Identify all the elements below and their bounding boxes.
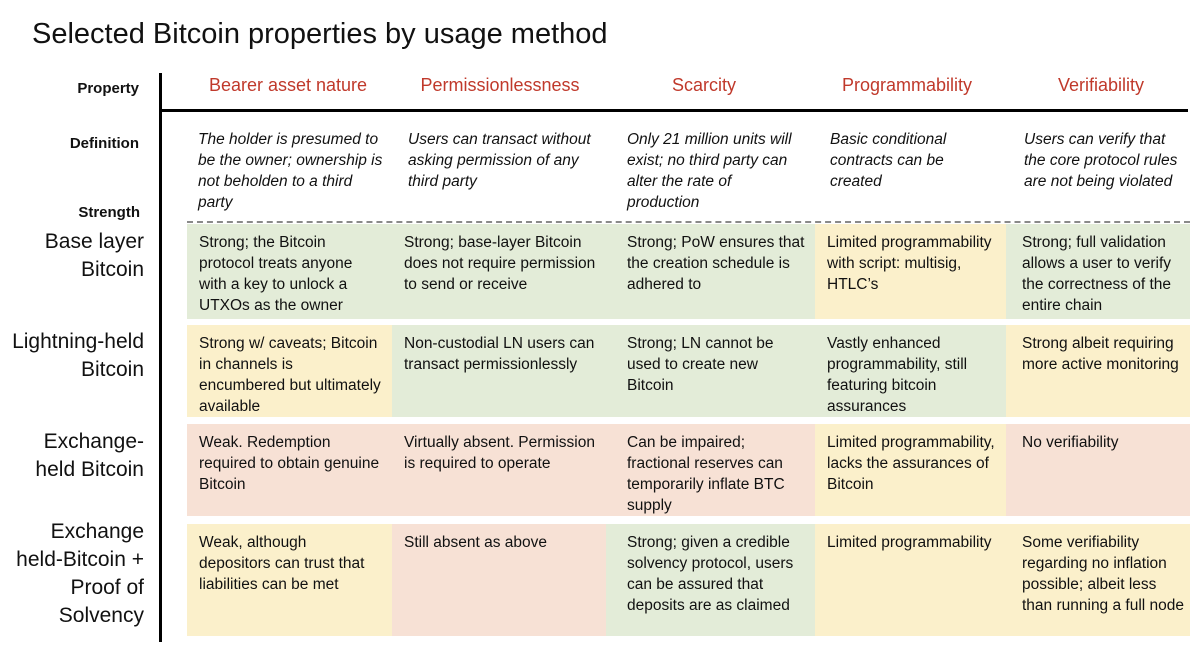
column-header-bearer: Bearer asset nature (208, 75, 368, 95)
table-cell: Non-custodial LN users can transact perm… (392, 325, 606, 417)
table-cell: Strong; base-layer Bitcoin does not requ… (392, 224, 606, 319)
row-label-exchange-proof: Exchange held-Bitcoin + Proof of Solvenc… (16, 520, 144, 627)
table-cell: No verifiability (1006, 424, 1190, 516)
definition-permissionlessness: Users can transact without asking permis… (408, 131, 591, 190)
table-cell: Strong; PoW ensures that the creation sc… (606, 224, 815, 319)
table-cell: Strong w/ caveats; Bitcoin in channels i… (187, 325, 392, 417)
column-header-permissionlessness: Permissionlessness (420, 75, 580, 95)
definition-label: Definition (69, 135, 139, 152)
table-cell: Strong albeit requiring more active moni… (1006, 325, 1190, 417)
row-label-exchange: Exchange-held Bitcoin (35, 430, 144, 481)
table-cell: Weak. Redemption required to obtain genu… (187, 424, 392, 516)
table-cell: Limited programmability (815, 524, 1006, 636)
table-cell: Some verifiability regarding no inflatio… (1006, 524, 1190, 636)
column-header-programmability: Programmability (841, 75, 973, 95)
property-label: Property (77, 80, 139, 97)
table-cell: Strong; given a credible solvency protoc… (606, 524, 815, 636)
column-header-scarcity: Scarcity (671, 75, 736, 95)
column-header-verifiability: Verifiability (1057, 75, 1145, 95)
table-cell: Strong; the Bitcoin protocol treats anyo… (187, 224, 392, 319)
definition-verifiability: Users can verify that the core protocol … (1024, 131, 1178, 190)
definition-programmability: Basic conditional contracts can be creat… (830, 131, 947, 190)
page-title: Selected Bitcoin properties by usage met… (32, 18, 608, 50)
table-cell: Limited programmability with script: mul… (815, 224, 1006, 319)
vertical-divider (159, 73, 162, 642)
table-cell: Strong; LN cannot be used to create new … (606, 325, 815, 417)
table-cell: Virtually absent. Permission is required… (392, 424, 606, 516)
row-label-base-layer: Base layer Bitcoin (44, 230, 144, 281)
header-divider (161, 109, 1188, 112)
row-label-lightning: Lightning-held Bitcoin (12, 330, 144, 381)
definition-bearer: The holder is presumed to be the owner; … (198, 131, 383, 211)
table-cell: Still absent as above (392, 524, 606, 636)
table-cell: Weak, although depositors can trust that… (187, 524, 392, 636)
dashed-divider (187, 221, 1190, 223)
strength-label: Strength (78, 204, 140, 221)
table-cell: Limited programmability, lacks the assur… (815, 424, 1006, 516)
definition-scarcity: Only 21 million units will exist; no thi… (627, 131, 792, 211)
table-cell: Strong; full validation allows a user to… (1006, 224, 1190, 319)
table-cell: Vastly enhanced programmability, still f… (815, 325, 1006, 417)
table-cell: Can be impaired; fractional reserves can… (606, 424, 815, 516)
